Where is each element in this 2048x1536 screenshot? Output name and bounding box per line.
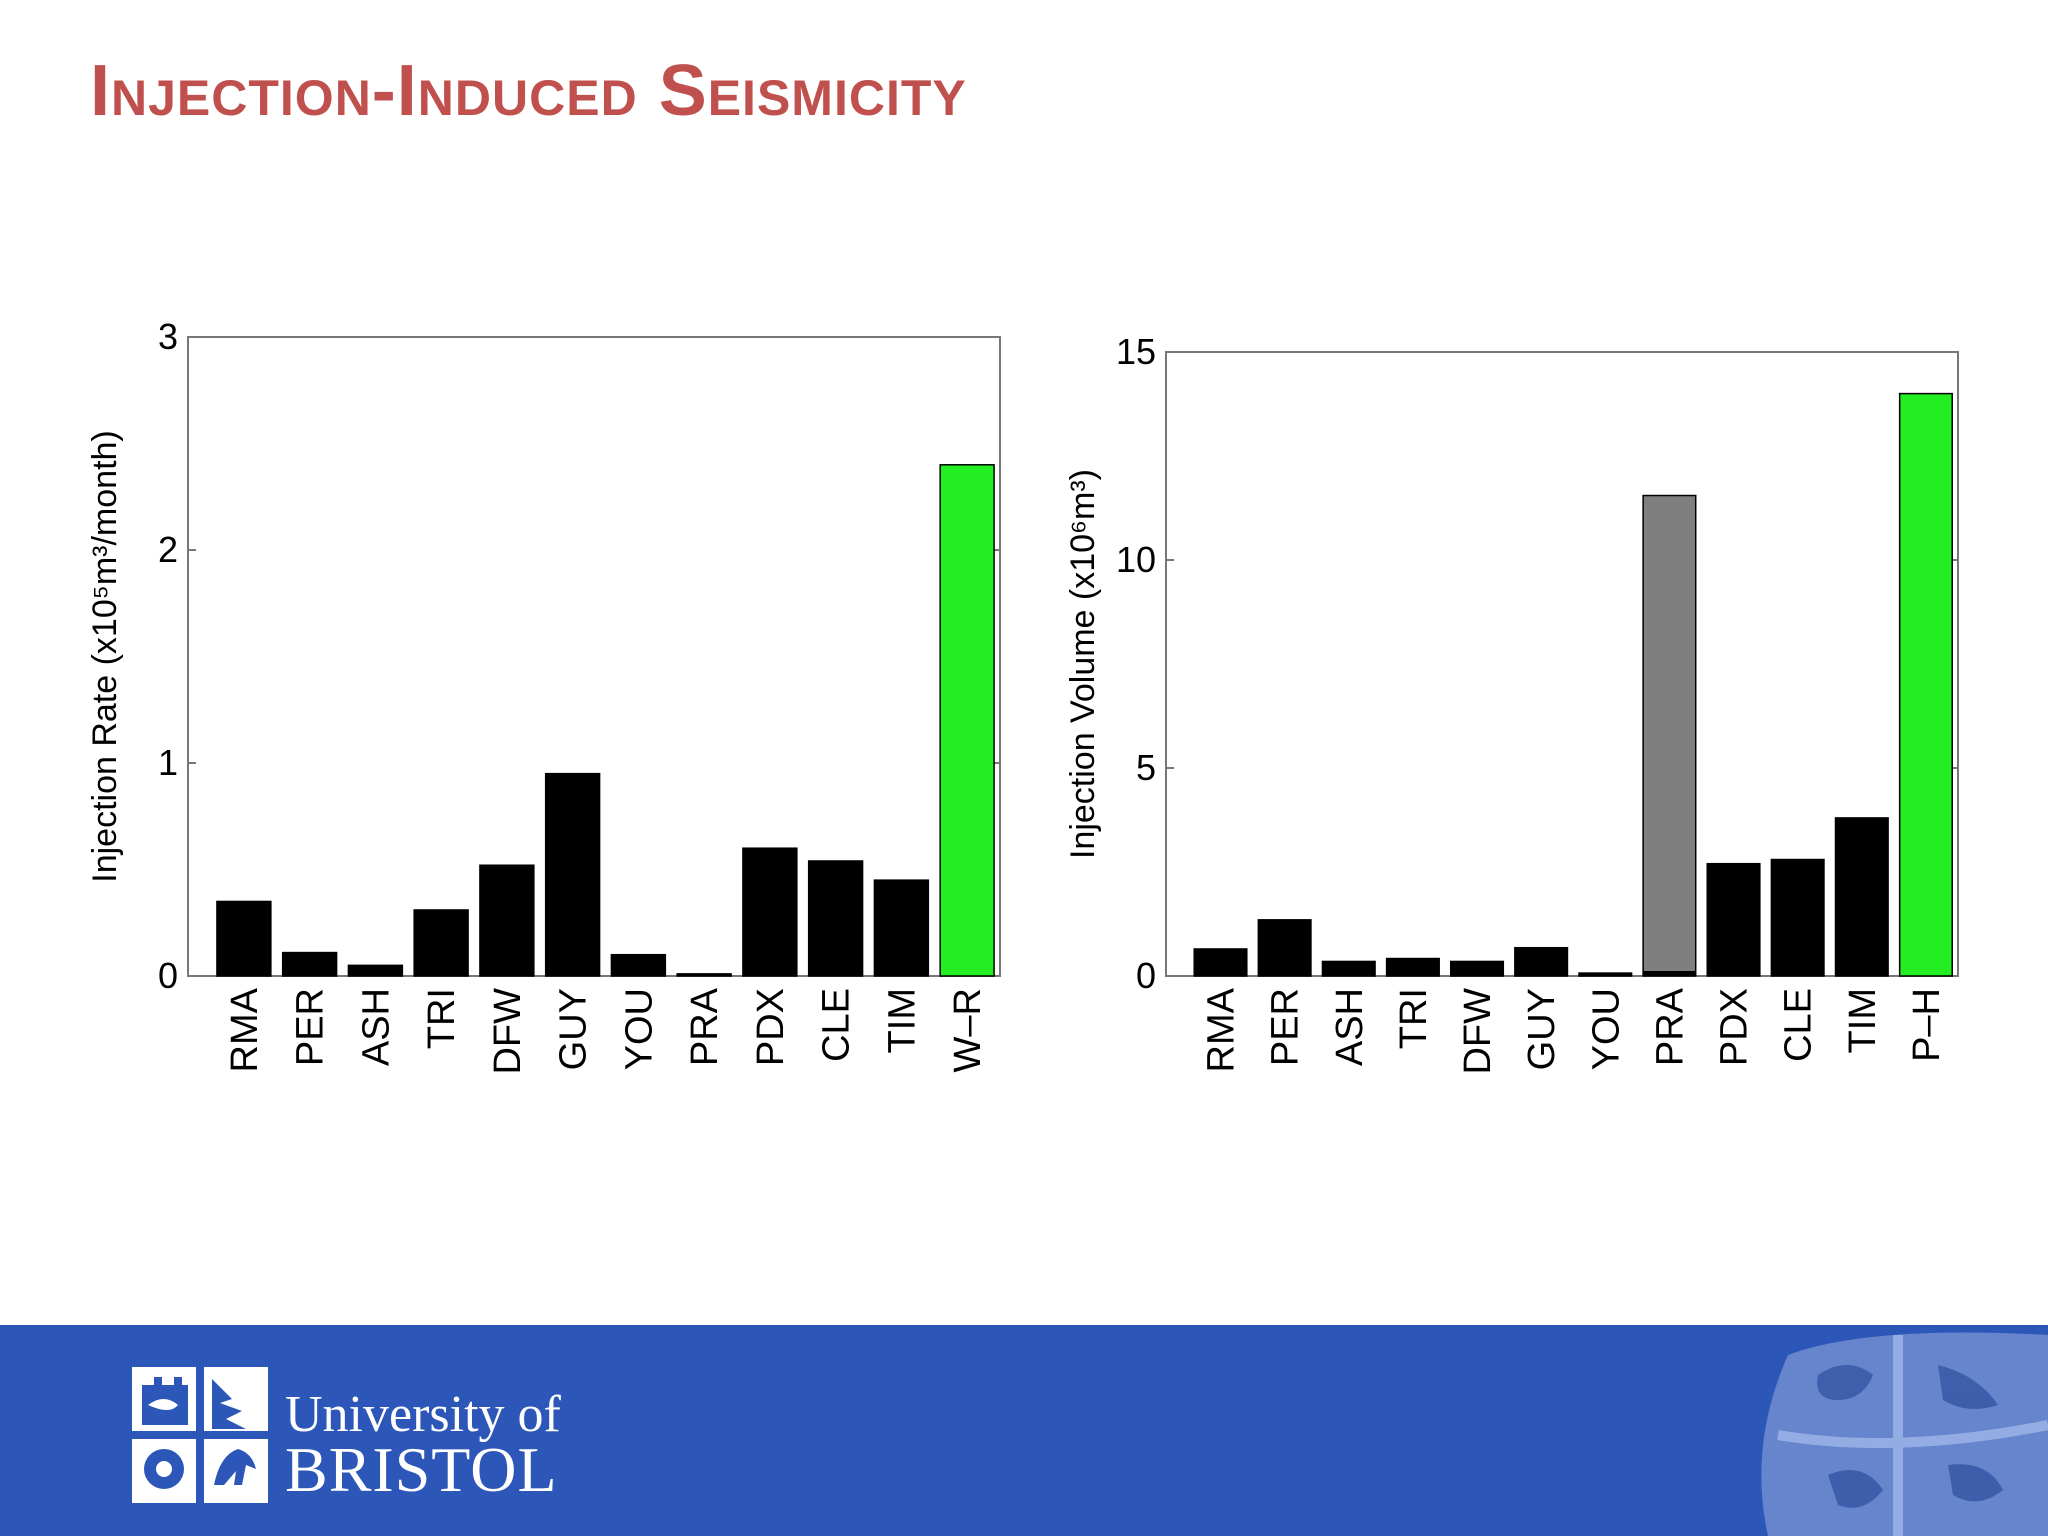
bar-rma (1193, 948, 1248, 977)
bar-tim (873, 879, 930, 977)
x-tick-label: TIM (1842, 988, 1884, 1053)
x-tick-label: PER (1265, 988, 1307, 1066)
y-tick-label: 3 (158, 316, 178, 357)
x-tick-label: DFW (487, 988, 529, 1075)
bar-you (1578, 972, 1633, 977)
footer-banner: University of BRISTOL (0, 1325, 2048, 1536)
injection-rate-chart: 0 1 2 3 RMA PER ASH TRI DFW GUY YOU PRA PDX CLE TIM W–R… (86, 316, 1001, 1075)
bar-rma (216, 900, 272, 977)
x-tick-label: CLE (816, 988, 858, 1062)
x-tick-label: RMA (1201, 987, 1243, 1072)
bar-dfw (1449, 960, 1505, 977)
bar-guy (1514, 946, 1569, 977)
bar-pra (1642, 494, 1697, 977)
bar-overlay-pra (1643, 971, 1696, 976)
x-tick-label: ASH (355, 988, 397, 1066)
bar-pdx (1706, 862, 1761, 977)
y-tick-label: 0 (1136, 955, 1156, 996)
y-tick-label: 0 (158, 955, 178, 996)
injection-volume-chart: 0 5 10 15 RMA PER ASH TRI DFW GUY YOU PRA PDX CLE TIM P… (1064, 331, 1959, 1075)
x-tick-label: TRI (421, 988, 463, 1049)
bar-cle (1770, 858, 1825, 977)
university-crest-icon (132, 1367, 268, 1503)
y-tick-label: 2 (158, 529, 178, 570)
logo-text-university: University of (285, 1386, 561, 1443)
bar-ash (1321, 960, 1376, 977)
bar-per (1257, 919, 1312, 977)
y-tick-label: 5 (1136, 747, 1156, 788)
bar-you (610, 953, 667, 977)
x-tick-label: GUY (553, 988, 595, 1070)
bar-ash (347, 964, 404, 977)
x-tick-label: ASH (1329, 988, 1371, 1066)
x-tick-label: PRA (1649, 987, 1691, 1066)
x-tick-label: TRI (1393, 988, 1435, 1049)
bar-guy (544, 772, 601, 977)
x-tick-label: W–R (947, 988, 989, 1072)
y-tick-label: 10 (1116, 539, 1156, 580)
slide-title: Injection-Induced Seismicity (90, 51, 967, 131)
x-tick-label: YOU (618, 988, 660, 1070)
x-tick-label: RMA (224, 987, 266, 1072)
y-axis-label: Injection Volume (x10⁶m³) (1064, 469, 1102, 859)
university-logo: University of BRISTOL (130, 1365, 561, 1510)
bar-pra (676, 973, 732, 977)
y-axis-label: Injection Rate (x10⁵m³/month) (86, 430, 124, 883)
y-tick-label: 1 (158, 742, 178, 783)
x-tick-label: TIM (881, 988, 923, 1053)
y-tick-label: 15 (1116, 331, 1156, 372)
logo-text-bristol: BRISTOL (285, 1434, 558, 1505)
crest-watermark-icon (1761, 1332, 2048, 1536)
bar-tim (1834, 817, 1889, 977)
bar-cle (807, 860, 864, 977)
x-tick-label: CLE (1778, 988, 1820, 1062)
bar-pdx (742, 847, 798, 977)
x-tick-label: PRA (684, 987, 726, 1066)
bar-w–r (939, 464, 995, 977)
bar-tri (1385, 957, 1440, 977)
bar-p–h (1898, 392, 1953, 977)
bar-per (281, 951, 338, 977)
x-tick-label: PDX (750, 988, 792, 1066)
x-tick-label: YOU (1585, 988, 1627, 1070)
x-tick-label: PER (290, 988, 332, 1066)
x-tick-label: P–H (1906, 988, 1948, 1062)
x-tick-label: PDX (1714, 988, 1756, 1066)
bar-tri (413, 909, 469, 977)
x-tick-label: DFW (1457, 988, 1499, 1075)
x-tick-label: GUY (1521, 988, 1563, 1070)
bar-dfw (479, 864, 535, 977)
